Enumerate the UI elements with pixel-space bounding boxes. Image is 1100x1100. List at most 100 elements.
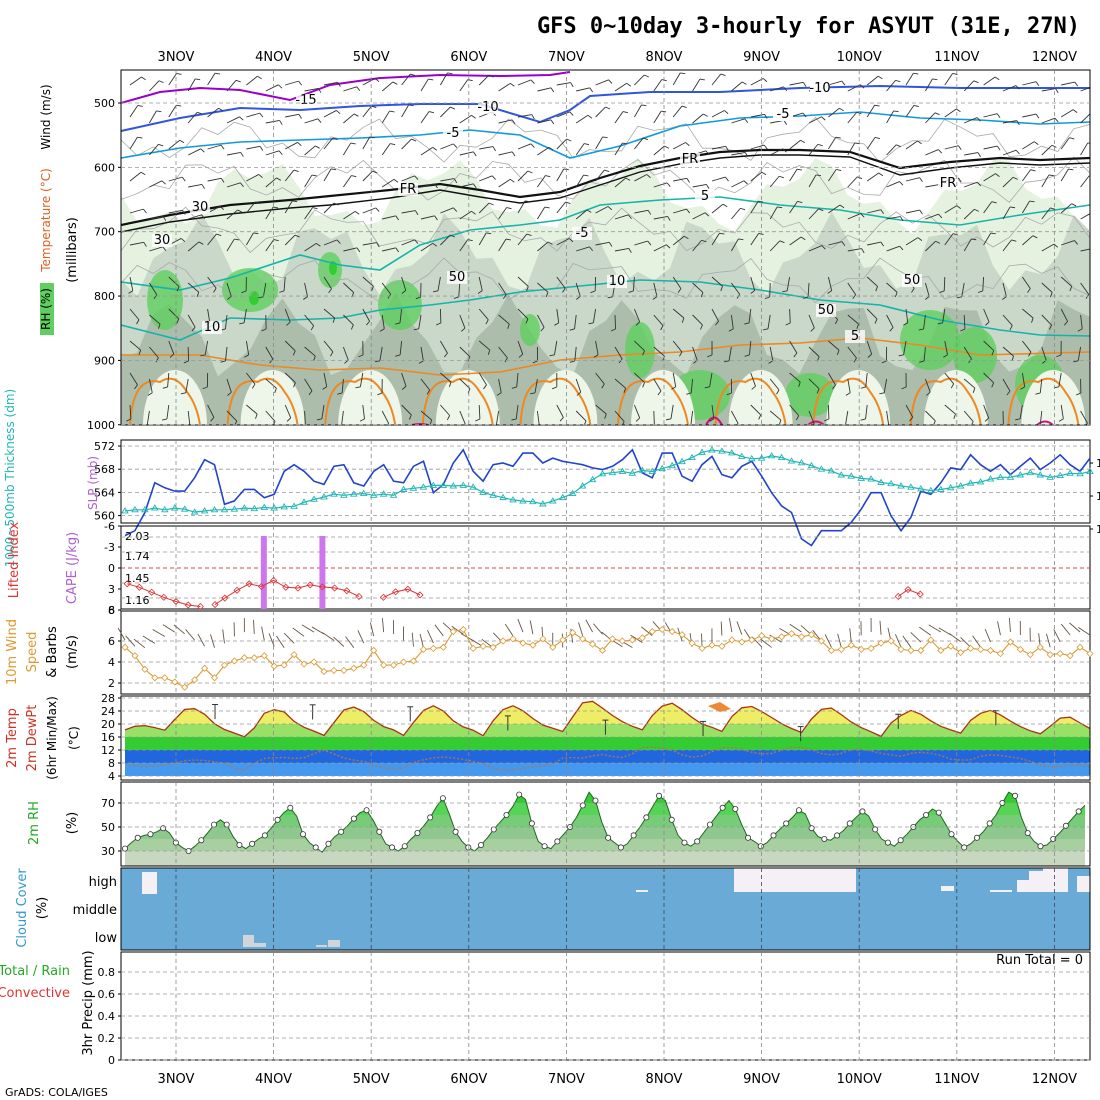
- wind-barb-flag: [593, 354, 599, 358]
- wind-barb-flag: [356, 86, 361, 92]
- wind-barb: [653, 215, 671, 221]
- wind-barb: [261, 314, 267, 332]
- y-tick-label: 6: [108, 604, 115, 617]
- wind-barb-flag: [744, 152, 749, 157]
- wind-barb: [672, 308, 685, 323]
- wind-barb-flag: [699, 78, 705, 81]
- wind-barb-flag: [562, 287, 566, 293]
- thickness-marker: [548, 497, 557, 504]
- thickness-marker: [499, 493, 507, 501]
- wind-barb-staff: [1022, 113, 1037, 118]
- wind-barb-staff: [168, 104, 177, 118]
- wind-barb-flag: [511, 386, 517, 389]
- rh-axis-label: RH (%): [39, 288, 53, 330]
- contour-label: -10: [809, 81, 830, 96]
- wind-speed-marker: [877, 639, 885, 647]
- isotherm-minus10: [121, 84, 1090, 132]
- wind-barb-flag: [1074, 240, 1079, 245]
- wind-barb: [595, 206, 613, 214]
- wind-barb: [867, 209, 885, 214]
- wind-barb-staff: [323, 308, 335, 319]
- lifted-index-marker: [221, 594, 229, 602]
- wind-barb: [960, 314, 966, 332]
- surface-wind-barb: [728, 618, 733, 633]
- wind-barb: [381, 178, 399, 188]
- contour-label-bg: [695, 190, 715, 203]
- wind-barb: [168, 176, 186, 182]
- wind-barb: [1002, 282, 1007, 300]
- rh-marker: [1050, 836, 1057, 843]
- wind-barb-flag: [722, 203, 728, 208]
- wind-barb: [919, 346, 926, 363]
- wind-barb-flag: [943, 354, 948, 358]
- wind-barb-staff: [827, 276, 833, 291]
- wind-barb-flag: [934, 112, 940, 116]
- isotherm-20-arc: [909, 377, 982, 425]
- wind-barb: [983, 232, 996, 246]
- thickness-marker: [350, 490, 358, 497]
- wind-barb-flag: [128, 290, 134, 294]
- contour-label: 50: [904, 273, 921, 288]
- wind-barb-flag: [183, 360, 189, 364]
- wind-barb-staff: [420, 346, 424, 361]
- wind-barb: [1015, 404, 1023, 421]
- wind-barb-flag: [623, 387, 627, 393]
- wind-barb-flag: [568, 238, 574, 243]
- wind-speed-marker: [161, 674, 169, 682]
- y-tick-label: 500: [94, 97, 115, 110]
- wind-barb-staff: [343, 86, 357, 92]
- thickness-marker: [230, 505, 239, 512]
- wind-barb-staff: [886, 282, 898, 293]
- wind-barb-flag: [415, 210, 419, 216]
- wind-barb: [1060, 168, 1074, 182]
- rh-marker: [134, 834, 141, 841]
- surface-wind-barb: [984, 628, 991, 643]
- wind-barb: [1002, 314, 1013, 331]
- wind-barb-flag: [408, 104, 414, 107]
- wind-barb: [401, 104, 414, 118]
- wind-barb: [478, 308, 489, 325]
- wind-barb-flag: [917, 140, 922, 145]
- wind-barb-staff: [207, 308, 211, 323]
- wind-barb: [401, 138, 417, 150]
- rh-marker: [592, 797, 599, 804]
- wind-barb-flag: [350, 142, 356, 145]
- thickness-marker: [608, 468, 617, 476]
- wind-barb-staff: [498, 119, 513, 124]
- bottom-date-label: 3NOV: [158, 1072, 195, 1087]
- wind-barb-staff: [653, 79, 663, 92]
- wind-barb-staff: [478, 276, 483, 291]
- wind-speed-marker: [579, 635, 587, 643]
- wind-barb-flag: [764, 114, 768, 119]
- contour-label: -5: [777, 107, 790, 122]
- wind-speed-marker: [678, 631, 686, 639]
- wind-barb-staff: [168, 308, 180, 320]
- rh-marker: [694, 838, 701, 845]
- wind-barb-staff: [516, 372, 519, 387]
- wind-barb-staff: [614, 111, 624, 124]
- wind-barb-staff: [341, 410, 344, 425]
- wind-barb-staff: [498, 238, 507, 252]
- thickness-marker: [658, 464, 667, 472]
- wind-barb-staff: [556, 308, 560, 323]
- wind-barb-flag: [635, 321, 640, 326]
- wind-barb: [244, 340, 250, 358]
- wind-barb-flag: [856, 323, 859, 329]
- wind-barb-staff: [749, 340, 752, 355]
- y-tick-label: 12: [101, 744, 115, 757]
- wind-barb: [1041, 144, 1057, 156]
- wind-barb-staff: [362, 276, 374, 287]
- rh-contour-line: [121, 116, 1090, 164]
- isotherm-minus15: [121, 71, 571, 104]
- rh-band: [125, 851, 1085, 866]
- wind-barb-flag: [511, 119, 516, 125]
- wind-barb: [401, 239, 419, 246]
- wind-barb-staff: [614, 177, 626, 188]
- wind-barb-staff: [963, 80, 975, 92]
- wind-barb-staff: [362, 136, 371, 150]
- wind-barb-staff: [534, 378, 538, 393]
- thickness-marker: [240, 504, 249, 511]
- wind-barb: [860, 372, 868, 389]
- wind-barb-staff: [847, 84, 861, 92]
- wind-barb-flag: [643, 137, 649, 141]
